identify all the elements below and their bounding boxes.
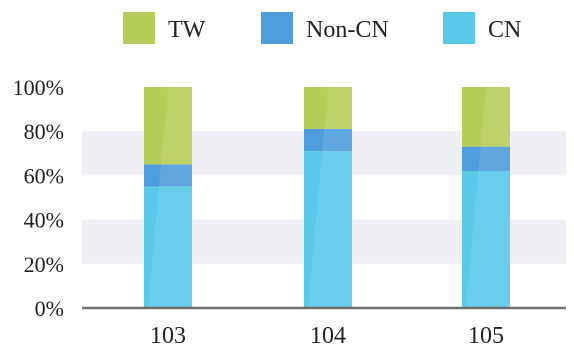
- legend-label-non-cn: Non-CN: [306, 17, 389, 43]
- bar-segment-cn-105: [462, 170, 510, 308]
- x-tick-label: 105: [468, 323, 504, 349]
- bar-segment-non-cn-103: [144, 164, 192, 187]
- legend-swatch-cn: [443, 12, 475, 44]
- bar-segment-non-cn-105: [462, 146, 510, 171]
- legend-swatch-tw: [123, 12, 155, 44]
- y-tick-labels: 0% 20% 40% 60% 80% 100%: [13, 75, 64, 321]
- y-tick-label: 0%: [35, 296, 64, 321]
- bars: [144, 87, 510, 308]
- legend-swatch-non-cn: [261, 12, 293, 44]
- legend: TW Non-CN CN: [123, 12, 521, 44]
- y-tick-label: 80%: [24, 119, 64, 144]
- legend-label-cn: CN: [488, 17, 521, 43]
- y-tick-label: 20%: [24, 252, 64, 277]
- bar-segment-tw-104: [304, 87, 352, 129]
- bar-sheen: [148, 87, 192, 308]
- y-tick-label: 40%: [24, 208, 64, 233]
- y-tick-label: 60%: [24, 163, 64, 188]
- x-tick-label: 103: [150, 323, 186, 349]
- bar-sheen: [308, 87, 352, 308]
- bar-segment-cn-104: [304, 151, 352, 308]
- bar-segment-tw-103: [144, 87, 192, 165]
- bar-segment-cn-103: [144, 186, 192, 308]
- x-tick-label: 104: [310, 323, 346, 349]
- bar-segment-tw-105: [462, 87, 510, 147]
- legend-label-tw: TW: [168, 17, 206, 43]
- y-tick-label: 100%: [13, 75, 64, 100]
- x-tick-labels: 103 104 105: [150, 323, 504, 349]
- bar-sheen: [466, 87, 510, 308]
- bar-segment-non-cn-104: [304, 128, 352, 152]
